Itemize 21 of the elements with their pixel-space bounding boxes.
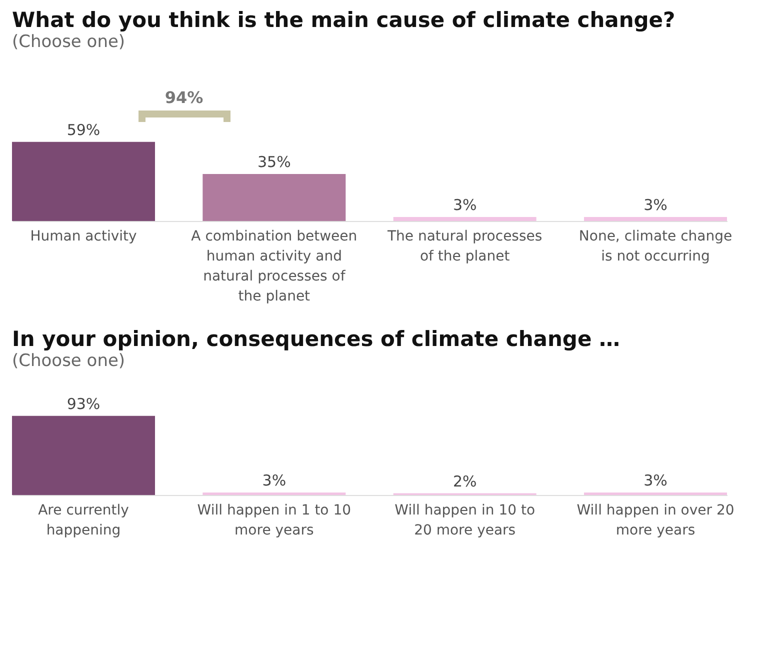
data-label: 3% xyxy=(262,471,286,490)
data-label: 35% xyxy=(257,153,291,172)
x-tick-label: Will happen in over 20 more years xyxy=(576,502,734,538)
x-tick-label: Are currently happening xyxy=(38,502,129,538)
chart-subtitle: (Choose one) xyxy=(12,350,126,371)
x-tick-label: A combination between human activity and natural processes of the planet xyxy=(191,228,358,304)
data-label: 59% xyxy=(66,120,100,139)
data-label: 3% xyxy=(452,196,477,214)
chart-subtitle: (Choose one) xyxy=(12,32,126,52)
x-tick-label: The natural processes of the planet xyxy=(386,228,542,264)
x-tick-label: None, climate change is not occurring xyxy=(578,228,732,264)
x-tick-label: Human activity xyxy=(30,228,137,244)
data-label: 3% xyxy=(644,196,668,214)
data-label: 93% xyxy=(66,394,100,413)
data-label: 2% xyxy=(452,472,477,490)
data-label: 3% xyxy=(644,471,668,490)
chart-title: What do you think is the main cause of climate change? xyxy=(12,8,676,32)
x-tick-label: Will happen in 10 to 20 more years xyxy=(394,502,536,538)
text: 94% xyxy=(164,88,204,107)
x-tick-label: Will happen in 1 to 10 more years xyxy=(197,502,352,538)
chart-title: In your opinion, consequences of climate change … xyxy=(12,326,620,351)
